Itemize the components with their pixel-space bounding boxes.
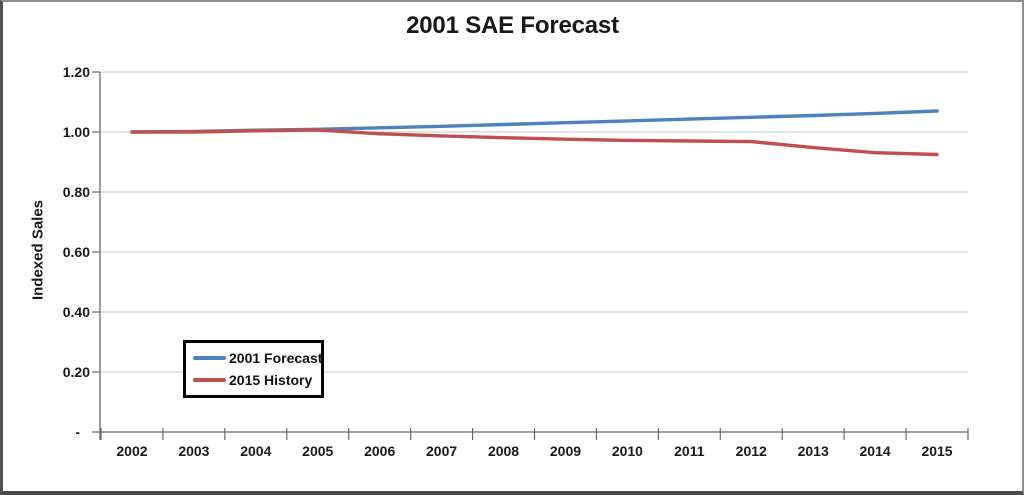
legend-item-2015-history: 2015 History bbox=[193, 372, 321, 388]
x-tick-label: 2002 bbox=[116, 443, 147, 459]
x-tick-label: 2003 bbox=[178, 443, 209, 459]
x-tick-label: 2008 bbox=[488, 443, 519, 459]
y-tick-label: - bbox=[75, 424, 80, 440]
x-tick-label: 2015 bbox=[921, 443, 952, 459]
x-tick-label: 2005 bbox=[302, 443, 333, 459]
x-tick-label: 2014 bbox=[860, 443, 891, 459]
x-tick-label: 2010 bbox=[612, 443, 643, 459]
x-tick-label: 2011 bbox=[674, 443, 705, 459]
y-tick-label: 0.80 bbox=[63, 184, 90, 200]
x-tick-label: 2012 bbox=[736, 443, 767, 459]
legend-line-swatch-blue bbox=[193, 355, 226, 360]
series-line-2015-history bbox=[130, 128, 939, 157]
y-tick-label: 0.60 bbox=[63, 244, 90, 260]
y-tick-label: 0.20 bbox=[63, 364, 90, 380]
legend-box: 2001 Forecast 2015 History bbox=[183, 340, 324, 398]
x-tick-label: 2006 bbox=[364, 443, 395, 459]
y-tick-label: 0.40 bbox=[63, 304, 90, 320]
legend-label: 2015 History bbox=[229, 372, 313, 389]
x-tick-label: 2009 bbox=[550, 443, 581, 459]
y-axis-title: Indexed Sales bbox=[29, 199, 47, 301]
y-tick-label: 1.00 bbox=[63, 124, 90, 140]
series-line-2001-forecast bbox=[130, 109, 939, 134]
x-tick-label: 2013 bbox=[798, 443, 829, 459]
legend-item-2001-forecast: 2001 Forecast bbox=[193, 349, 323, 366]
x-tick-label: 2007 bbox=[426, 443, 457, 459]
legend-label: 2001 Forecast bbox=[229, 349, 323, 366]
x-tick-label: 2004 bbox=[240, 443, 271, 459]
y-tick-label: 1.20 bbox=[63, 64, 90, 80]
legend-line-swatch-red bbox=[193, 378, 226, 383]
chart-title: 2001 SAE Forecast bbox=[406, 12, 619, 39]
plot-area: - 0.20 0.40 0.60 0.80 1.00 1.20 2002 2003 2004 200… bbox=[63, 64, 969, 459]
